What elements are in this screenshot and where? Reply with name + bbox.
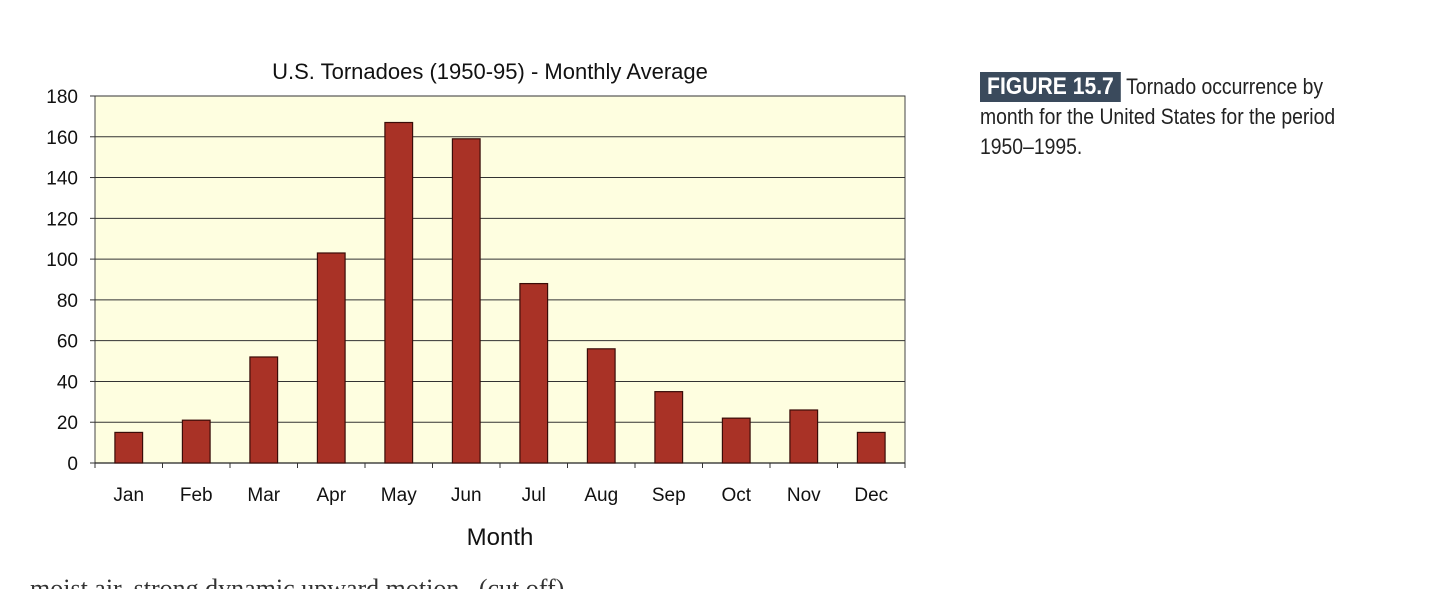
x-tick-label: Nov xyxy=(787,485,821,506)
bar-feb xyxy=(181,419,211,464)
y-tick-label: 0 xyxy=(67,454,78,475)
x-axis-ticks: Jan Feb Mar Apr May Jun Jul Aug Sep Oct Nov Dec xyxy=(94,463,906,506)
bar-nov xyxy=(789,409,819,464)
x-tick-label: Feb xyxy=(180,485,213,506)
x-tick-label: Jul xyxy=(522,485,546,506)
bar-jan xyxy=(114,431,144,464)
y-tick-label: 40 xyxy=(57,372,78,393)
x-tick-label: Jan xyxy=(113,485,144,506)
y-tick-label: 100 xyxy=(46,250,78,271)
chart-title: U.S. Tornadoes (1950-95) - Monthly Avera… xyxy=(272,59,708,84)
y-tick-label: 60 xyxy=(57,332,78,353)
y-axis-ticks: 0 20 40 60 80 100 120 140 160 180 xyxy=(46,87,95,475)
x-tick-label: Mar xyxy=(247,485,280,506)
x-axis-label: Month xyxy=(467,524,534,551)
y-tick-label: 180 xyxy=(46,87,78,108)
bar-sep xyxy=(654,391,684,464)
bar-mar xyxy=(249,356,279,464)
x-tick-label: Jun xyxy=(451,485,482,506)
bar-oct xyxy=(721,417,751,464)
x-tick-label: Aug xyxy=(584,485,618,506)
bar-may xyxy=(384,121,414,464)
y-tick-label: 160 xyxy=(46,128,78,149)
bar-jul xyxy=(519,282,549,464)
x-tick-label: May xyxy=(381,485,417,506)
bar-apr xyxy=(316,252,346,464)
caption-text: Tornado occurrence by month for the Unit… xyxy=(980,74,1336,159)
y-tick-label: 20 xyxy=(57,413,78,434)
figure-number: FIGURE 15.7 xyxy=(980,72,1121,102)
figure-caption: FIGURE 15.7 Tornado occurrence by month f… xyxy=(980,72,1350,162)
x-tick-label: Apr xyxy=(316,485,346,506)
bar-dec xyxy=(856,431,886,464)
bar-aug xyxy=(586,348,616,464)
x-tick-label: Oct xyxy=(721,485,751,506)
body-text-fragment: moist air, strong dynamic upward motion.… xyxy=(30,574,565,603)
body-text: moist air, strong dynamic upward motion.… xyxy=(30,574,565,603)
x-tick-label: Dec xyxy=(854,485,888,506)
plot-area xyxy=(94,95,906,464)
bars xyxy=(114,121,886,464)
y-tick-label: 80 xyxy=(57,291,78,312)
y-tick-label: 140 xyxy=(46,169,78,190)
bar-jun xyxy=(451,138,481,464)
x-tick-label: Sep xyxy=(652,485,686,506)
y-tick-label: 120 xyxy=(46,209,78,230)
